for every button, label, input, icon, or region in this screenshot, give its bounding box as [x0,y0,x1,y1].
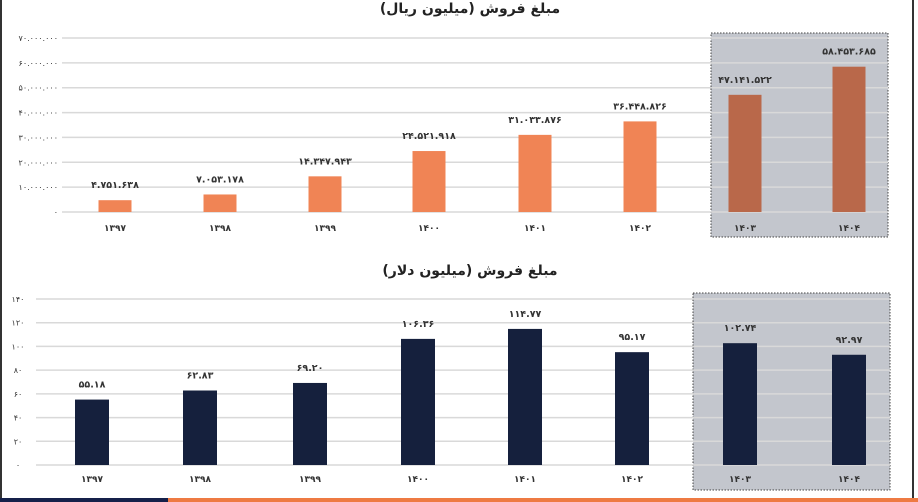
bar-7 [832,354,866,465]
bar-1 [183,390,217,465]
x-category-label: ۱۴۰۰ [407,475,429,485]
data-label: ۴.۷۵۱.۶۳۸ [91,180,139,191]
data-label: ۹۵.۱۷ [619,332,646,343]
x-category-label: ۱۳۹۷ [104,224,126,234]
x-category-label: ۱۳۹۹ [299,475,321,485]
bar-3 [412,151,446,212]
bar-3 [401,338,435,465]
bar-1 [203,194,237,212]
y-tick-label: ۱۰۰ [12,342,25,351]
x-category-label: ۱۴۰۰ [418,224,440,234]
x-category-label: ۱۴۰۳ [734,224,756,234]
x-category-label: ۱۴۰۱ [524,224,546,234]
y-tick-label: ۶۰ [14,390,23,399]
x-category-label: ۱۴۰۱ [514,475,536,485]
y-tick-label: ۸۰ [14,366,23,375]
data-label: ۱۴.۳۴۷.۹۴۳ [298,156,352,167]
bar-4 [518,134,552,212]
data-label: ۹۲.۹۷ [836,335,863,346]
frame-right-border [912,0,914,502]
footer-stripe-orange [168,498,918,502]
bar-2 [308,176,342,212]
x-category-label: ۱۴۰۲ [629,224,651,234]
x-category-label: ۱۴۰۳ [729,475,751,485]
y-tick-label: ۴۰ [14,414,23,423]
y-tick-label: ۲۰.۰۰۰.۰۰۰ [19,158,58,167]
footer-stripe-navy [0,498,168,502]
x-category-label: ۱۳۹۸ [209,224,231,234]
x-category-label: ۱۴۰۴ [838,475,860,485]
data-label: ۴۷.۱۴۱.۵۲۲ [718,75,772,86]
y-tick-label: ۱۲۰ [12,319,25,328]
data-label: ۳۶.۴۴۸.۸۲۶ [613,101,667,112]
rial-chart-title: مبلغ فروش (میلیون ریال) [380,1,560,17]
y-tick-label: ۶۰.۰۰۰.۰۰۰ [19,59,58,68]
dollar-sales-chart: مبلغ فروش (میلیون دلار) ۰ ۲۰ ۴۰ ۶۰ ۸۰ ۱۰۰ ۱۲۰ ۱… [12,263,891,491]
data-label: ۱۰۲.۷۴ [724,323,757,334]
y-tick-label: ۴۰.۰۰۰.۰۰۰ [19,109,58,118]
y-tick-label: ۱۴۰ [12,295,25,304]
bar-0 [98,200,132,212]
x-category-label: ۱۳۹۸ [189,475,211,485]
y-tick-label: ۲۰ [14,437,23,446]
dollar-chart-title: مبلغ فروش (میلیون دلار) [382,263,557,279]
data-label: ۳۱.۰۳۳.۸۷۶ [508,115,562,126]
data-label: ۶۲.۸۳ [187,371,214,382]
x-category-label: ۱۴۰۴ [838,224,860,234]
rial-sales-chart: مبلغ فروش (میلیون ریال) ۰ ۱۰.۰۰۰.۰۰۰ ۲۰.۰۰… [19,1,889,238]
bar-6 [728,94,762,212]
bar-6 [723,343,757,465]
bar-5 [615,352,649,465]
data-label: ۵۵.۱۸ [79,380,106,391]
frame-left-border [0,0,2,502]
data-label: ۷.۰۵۳.۱۷۸ [196,174,244,185]
data-label: ۱۱۴.۷۷ [509,309,542,320]
y-tick-label: ۰ [54,208,58,217]
bar-4 [508,328,542,465]
y-tick-label: ۰ [16,461,20,470]
y-tick-label: ۱۰.۰۰۰.۰۰۰ [19,183,58,192]
bar-7 [832,66,866,213]
x-category-label: ۱۳۹۹ [314,224,336,234]
data-label: ۶۹.۲۰ [297,363,324,374]
bar-5 [623,121,657,212]
data-label: ۲۴.۵۲۱.۹۱۸ [402,131,456,142]
data-label: ۱۰۶.۳۶ [402,319,435,330]
y-tick-label: ۷۰.۰۰۰.۰۰۰ [19,34,58,43]
data-label: ۵۸.۴۵۳.۶۸۵ [822,47,876,58]
y-tick-label: ۳۰.۰۰۰.۰۰۰ [19,133,58,142]
y-tick-label: ۵۰.۰۰۰.۰۰۰ [19,84,58,93]
bar-0 [75,399,109,465]
x-category-label: ۱۳۹۷ [81,475,103,485]
bar-2 [293,382,327,465]
x-category-label: ۱۴۰۲ [621,475,643,485]
